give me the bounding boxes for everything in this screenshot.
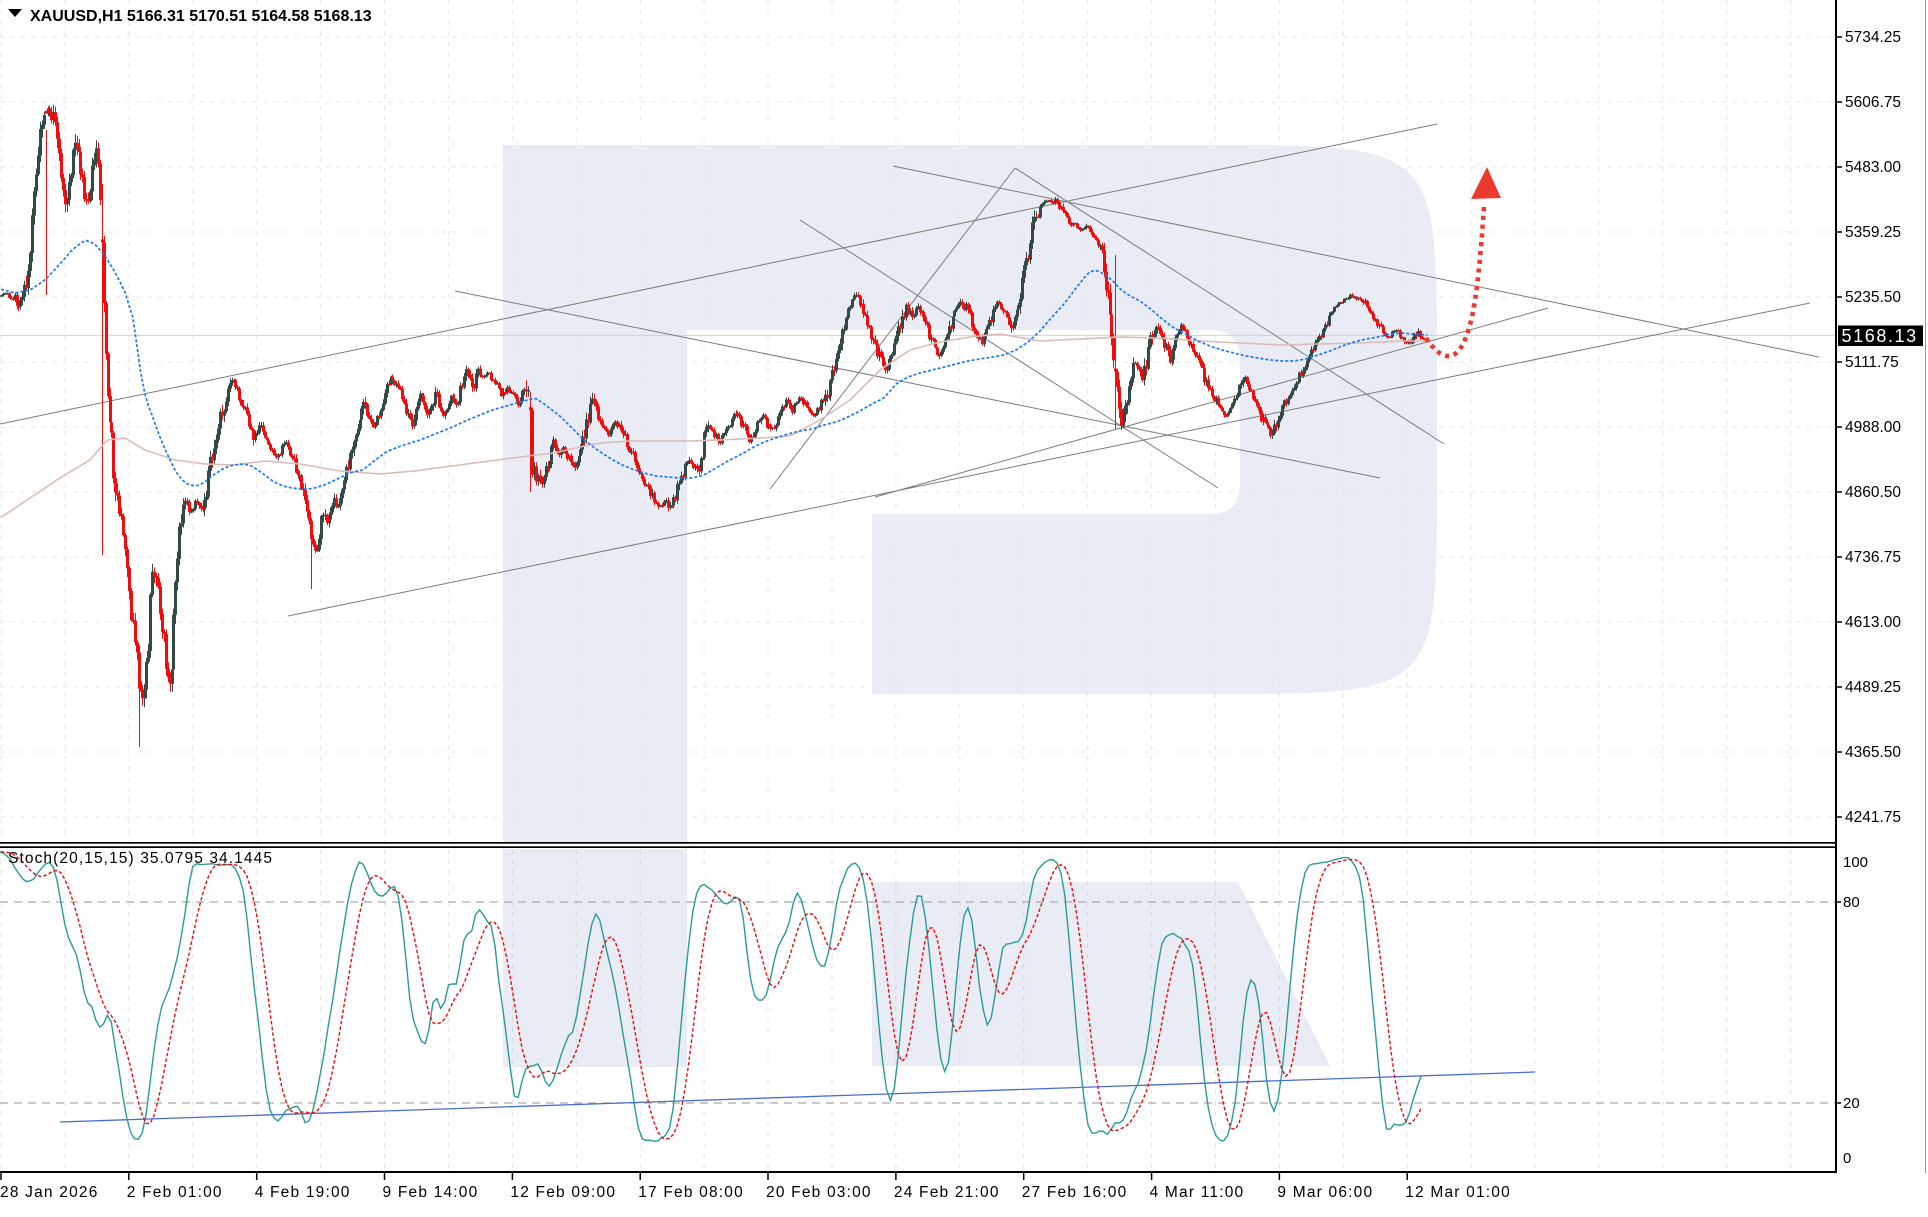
svg-text:2 Feb 01:00: 2 Feb 01:00 xyxy=(127,1184,223,1201)
svg-text:4365.50: 4365.50 xyxy=(1845,744,1901,761)
svg-text:4489.25: 4489.25 xyxy=(1845,679,1901,696)
svg-text:24 Feb 21:00: 24 Feb 21:00 xyxy=(894,1184,1000,1201)
svg-text:5359.25: 5359.25 xyxy=(1845,224,1901,241)
svg-text:12 Mar 01:00: 12 Mar 01:00 xyxy=(1405,1184,1511,1201)
svg-text:XAUUSD,H1 5166.31 5170.51 516: XAUUSD,H1 5166.31 5170.51 5164.58 5168.1… xyxy=(30,8,372,25)
svg-text:80: 80 xyxy=(1843,894,1860,911)
svg-text:Stoch(20,15,15) 35.0795 34.144: Stoch(20,15,15) 35.0795 34.1445 xyxy=(8,850,273,867)
svg-text:4613.00: 4613.00 xyxy=(1845,614,1901,631)
svg-text:5734.25: 5734.25 xyxy=(1845,29,1901,46)
svg-text:5168.13: 5168.13 xyxy=(1842,326,1918,346)
svg-text:28 Jan 2026: 28 Jan 2026 xyxy=(0,1184,99,1201)
svg-text:9 Mar 06:00: 9 Mar 06:00 xyxy=(1277,1184,1373,1201)
svg-text:0: 0 xyxy=(1843,1150,1851,1167)
svg-text:20: 20 xyxy=(1843,1095,1860,1112)
svg-text:4 Mar 11:00: 4 Mar 11:00 xyxy=(1150,1184,1245,1201)
svg-text:4860.50: 4860.50 xyxy=(1845,484,1901,501)
svg-text:9 Feb 14:00: 9 Feb 14:00 xyxy=(383,1184,479,1201)
svg-text:5235.50: 5235.50 xyxy=(1845,289,1901,306)
svg-text:4736.75: 4736.75 xyxy=(1845,549,1901,566)
svg-text:4241.75: 4241.75 xyxy=(1845,809,1901,826)
svg-text:4988.00: 4988.00 xyxy=(1845,419,1901,436)
svg-text:27 Feb 16:00: 27 Feb 16:00 xyxy=(1022,1184,1128,1201)
svg-text:12 Feb 09:00: 12 Feb 09:00 xyxy=(510,1184,616,1201)
svg-text:4 Feb 19:00: 4 Feb 19:00 xyxy=(255,1184,351,1201)
svg-text:5111.75: 5111.75 xyxy=(1845,354,1899,371)
svg-text:100: 100 xyxy=(1843,854,1868,871)
svg-text:5606.75: 5606.75 xyxy=(1845,94,1901,111)
svg-text:20 Feb 03:00: 20 Feb 03:00 xyxy=(766,1184,872,1201)
svg-text:17 Feb 08:00: 17 Feb 08:00 xyxy=(638,1184,744,1201)
svg-text:5483.00: 5483.00 xyxy=(1845,159,1901,176)
